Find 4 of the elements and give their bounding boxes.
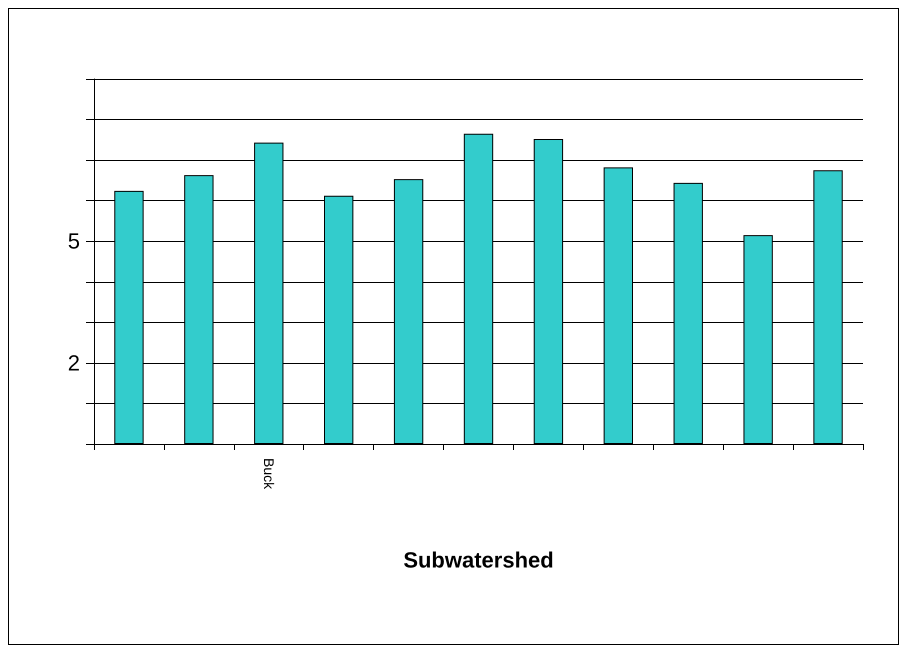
y-tick-label: 2 [68, 350, 80, 376]
y-tick-label: 5 [68, 228, 80, 254]
x-tick-label: Buck [260, 458, 277, 490]
x-axis-title: Subwatershed [403, 548, 554, 572]
